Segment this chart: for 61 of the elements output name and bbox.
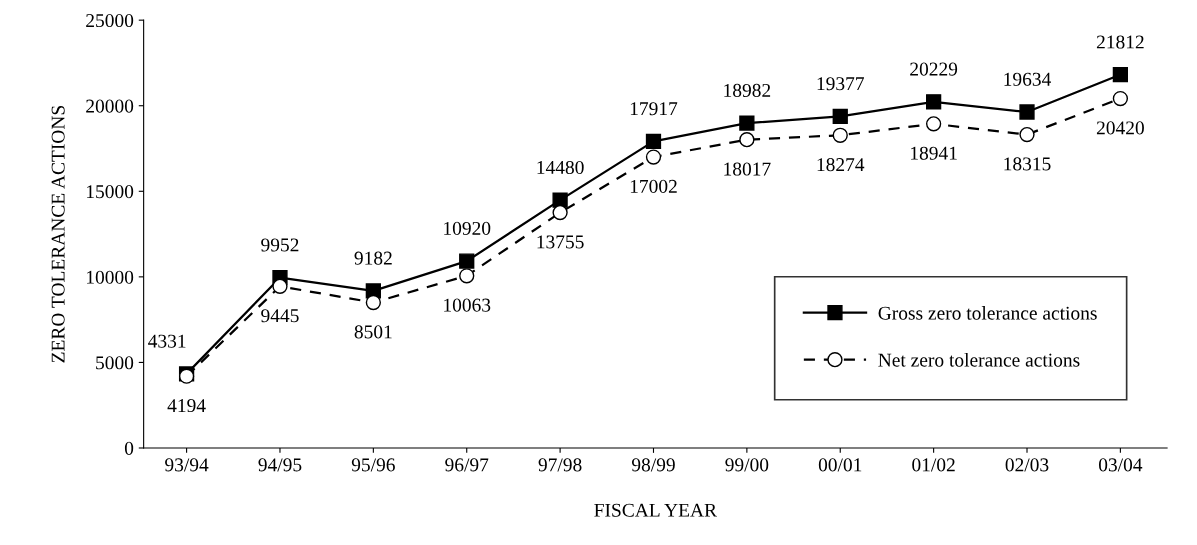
data-label: 10063 bbox=[444, 298, 491, 312]
point bbox=[272, 278, 288, 294]
point bbox=[1019, 104, 1035, 120]
point bbox=[552, 192, 568, 208]
y-tick-label: 5000 bbox=[96, 356, 134, 370]
x-tick-label: 94/95 bbox=[258, 458, 302, 472]
point bbox=[1112, 90, 1129, 107]
y-tick-label: 25000 bbox=[86, 13, 134, 28]
point bbox=[645, 149, 662, 165]
point bbox=[459, 253, 475, 269]
data-label: 9182 bbox=[354, 251, 392, 265]
data-label: 4194 bbox=[167, 399, 206, 413]
data-label: 20229 bbox=[910, 62, 958, 76]
point bbox=[645, 133, 662, 150]
x-tick-label: 99/00 bbox=[725, 458, 769, 472]
point bbox=[1019, 126, 1035, 143]
legend-label: Net zero tolerance actions bbox=[878, 352, 1080, 367]
point bbox=[739, 132, 755, 148]
y-axis-title: ZERO TOLERANCE ACTIONS bbox=[51, 105, 65, 363]
x-tick-label: 00/01 bbox=[818, 458, 862, 472]
y-tick-label: 10000 bbox=[87, 270, 134, 284]
point bbox=[739, 115, 755, 131]
y-tick-label: 0 bbox=[124, 441, 134, 455]
point bbox=[925, 116, 942, 132]
point bbox=[832, 127, 848, 143]
x-tick-label: 02/03 bbox=[1005, 458, 1049, 472]
point bbox=[1112, 67, 1129, 83]
x-tick-label: 01/02 bbox=[912, 458, 955, 472]
y-tick-label: 15000 bbox=[87, 185, 134, 199]
data-label: 4331 bbox=[148, 334, 186, 348]
data-label: 20420 bbox=[1096, 121, 1144, 135]
point bbox=[925, 94, 942, 110]
data-label: 18982 bbox=[724, 83, 771, 97]
data-label: 9445 bbox=[261, 309, 299, 323]
point bbox=[832, 108, 848, 125]
data-label: 17917 bbox=[630, 102, 678, 116]
x-tick-label: 95/96 bbox=[351, 458, 395, 472]
data-label: 17002 bbox=[630, 179, 677, 193]
data-label: 13755 bbox=[537, 235, 584, 249]
x-tick-label: 97/98 bbox=[538, 458, 582, 472]
x-axis-title: FISCAL YEAR bbox=[594, 503, 717, 517]
data-label: 14480 bbox=[537, 160, 584, 175]
data-label: 18941 bbox=[911, 146, 957, 160]
x-tick-label: 93/94 bbox=[165, 458, 209, 472]
point bbox=[552, 204, 568, 221]
point bbox=[459, 268, 475, 284]
data-label: 18315 bbox=[1004, 157, 1051, 171]
x-tick-label: 96/97 bbox=[445, 458, 489, 472]
data-label: 21812 bbox=[1096, 35, 1144, 49]
data-label: 18017 bbox=[724, 162, 771, 176]
x-tick-label: 98/99 bbox=[631, 458, 675, 472]
legend-label: Gross zero tolerance actions bbox=[878, 306, 1097, 320]
data-label: 10920 bbox=[444, 221, 491, 235]
point bbox=[365, 294, 381, 311]
x-tick-label: 03/04 bbox=[1098, 458, 1143, 472]
data-label: 9952 bbox=[261, 238, 299, 252]
data-label: 19377 bbox=[817, 77, 864, 91]
data-label: 18274 bbox=[817, 158, 865, 172]
y-tick-label: 20000 bbox=[86, 99, 134, 113]
data-label: 19634 bbox=[1004, 72, 1052, 86]
data-label: 8501 bbox=[354, 325, 392, 339]
